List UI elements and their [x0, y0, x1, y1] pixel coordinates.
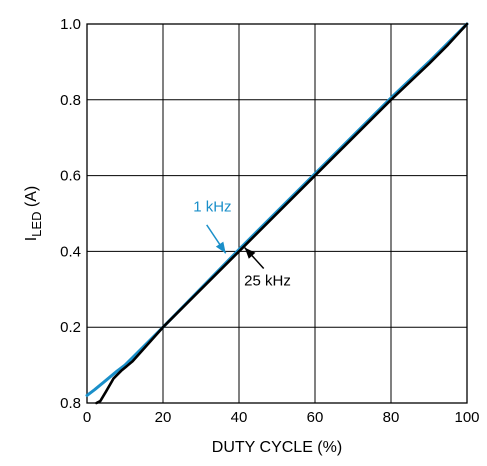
x-tick-label: 60	[307, 409, 324, 426]
chart-annotations: 1 kHz 25 kHz	[193, 199, 291, 290]
y-tick-label: 0.2	[60, 319, 81, 336]
chart-plot-area	[85, 22, 469, 405]
x-tick-label: 100	[454, 409, 479, 426]
y-tick-label: 0.8	[60, 92, 81, 109]
y-tick-label: 0.6	[60, 168, 81, 185]
y-tick-label: 0.4	[60, 243, 81, 260]
chart-tick-labels: 0 20 40 60 80 100 0.8 0.2 0.4 0.6 0.8 1.0	[60, 16, 479, 426]
plot-frame	[86, 23, 468, 404]
y-axis-title-unit: (A)	[23, 186, 40, 212]
y-axis-title-main: I	[23, 237, 40, 241]
x-tick-label: 80	[383, 409, 400, 426]
x-tick-label: 20	[155, 409, 172, 426]
series-line-1-khz	[85, 22, 469, 397]
x-tick-label: 0	[83, 409, 91, 426]
y-tick-label: 1.0	[60, 16, 81, 33]
annotation-label: 1 kHz	[193, 199, 231, 216]
annotation-arrowhead	[244, 247, 256, 259]
y-tick-label: 0.8	[60, 395, 81, 412]
annotation-arrowhead	[215, 241, 226, 254]
chart-grid	[86, 23, 468, 404]
x-tick-label: 40	[231, 409, 248, 426]
series-line-25-khz	[95, 22, 469, 405]
svg-text:ILED (A): ILED (A)	[23, 186, 44, 242]
y-axis-title-subscript: LED	[29, 212, 44, 237]
annotation-label: 25 kHz	[244, 273, 291, 290]
x-axis-title: DUTY CYCLE (%)	[212, 439, 342, 456]
y-axis-title: ILED (A)	[23, 186, 44, 242]
